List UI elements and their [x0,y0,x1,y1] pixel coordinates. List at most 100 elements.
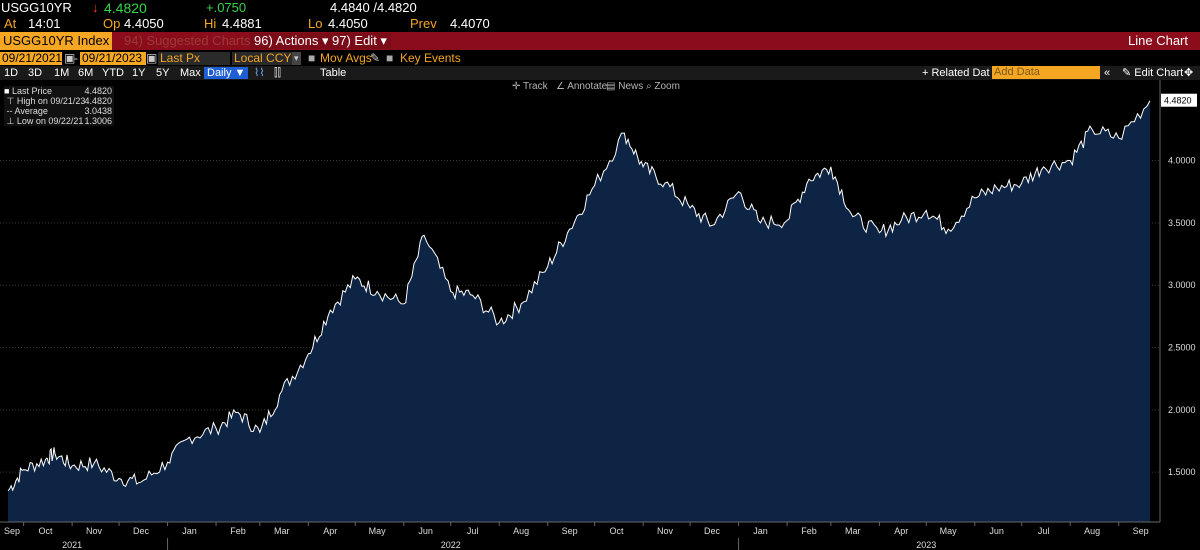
range-max[interactable]: Max [180,67,201,79]
calendar-start-icon[interactable]: ▣ [64,51,76,65]
range-1m[interactable]: 1M [54,67,70,79]
key-events-label[interactable]: Key Events [400,51,461,65]
x-tick-label: Oct [610,526,625,536]
y-tick-label: 3.0000 [1168,280,1196,290]
legend-average-value: 3.0438 [84,106,112,116]
annotate-tool[interactable]: ∠ Annotate [556,81,608,92]
x-tick-label: Apr [323,526,337,536]
at-label: At [4,16,17,31]
x-tick-label: May [940,526,958,536]
x-tick-label: Feb [801,526,817,536]
related-data-button[interactable]: + Related Dat [922,67,990,79]
net-change: +.0750 [206,0,247,15]
edit-label: 97) Edit [332,33,377,48]
x-tick-label: Aug [1084,526,1100,536]
mov-avgs-checkbox[interactable]: ■ [308,51,316,65]
prev-value: 4.4070 [450,16,490,31]
y-tick-label: 2.5000 [1168,343,1196,353]
table-button[interactable]: Table [320,67,347,79]
line-chart-icon[interactable]: ⌇⌇ [254,67,265,79]
x-tick-label: Sep [4,526,20,536]
x-tick-label: Nov [86,526,103,536]
x-tick-label: Dec [704,526,721,536]
calendar-end-icon[interactable]: ▣ [146,51,158,65]
field-select[interactable]: Last Px [158,52,230,65]
x-tick-label: Aug [513,526,529,536]
year-label: 2022 [441,540,461,550]
bid-ask: 4.4840 /4.4820 [330,0,417,15]
legend-low: ⊥ Low on 09/22/21 1.3006 [4,116,113,126]
chart-type-title: Line Chart [1128,33,1188,48]
x-tick-label: Jan [753,526,768,536]
settings-icon[interactable]: ✥ [1184,67,1194,79]
year-label: 2023 [916,540,936,550]
legend-average-label: Average [14,106,48,116]
zoom-label: Zoom [654,81,680,92]
bar-chart-icon[interactable]: ⫿⫿ [274,67,282,79]
open-label: Op [103,16,121,31]
price-line [7,100,1151,492]
legend-last-label: Last Price [11,86,52,96]
legend-last-value: 4.4820 [84,86,112,96]
period-select[interactable]: Daily ▼ [204,67,249,79]
start-date-field[interactable]: 09/21/2021 [0,51,63,65]
range-3d[interactable]: 3D [28,67,43,79]
high-label: Hi [204,16,217,31]
low-label: Lo [308,16,323,31]
suggested-charts-button[interactable]: 94) Suggested Charts [124,33,251,48]
pencil-icon[interactable]: ✎ [370,51,381,65]
actions-label: 96) Actions [254,33,319,48]
high-value: 4.4881 [222,16,262,31]
y-tick-label: 1.5000 [1168,467,1196,477]
range-6m[interactable]: 6M [78,67,94,79]
x-tick-label: Apr [894,526,908,536]
range-1d[interactable]: 1D [4,67,19,79]
open-value: 4.4050 [124,16,164,31]
quote-details: At 14:01 Op 4.4050 Hi 4.4881 Lo 4.4050 P… [0,16,1200,32]
plot-area [0,100,1160,522]
area-fill [8,100,1150,522]
last-price-label: 4.4820 [1164,96,1192,106]
track-tool[interactable]: ✛ Track [512,81,548,92]
chart-svg[interactable]: 1.5000 2.0000 2.5000 3.0000 3.5000 4.0000 4.48… [0,80,1200,550]
ticker: USGG10YR [1,0,72,15]
y-tick-label: 3.5000 [1168,218,1196,228]
chart-settings-bar: 09/21/2021 ▣ - 09/21/2023 ▣ Last Px Loca… [0,51,1200,66]
prev-label: Prev [410,16,437,31]
mov-avgs-label[interactable]: Mov Avgs [320,51,372,65]
legend-high-value: 4.4820 [84,96,112,106]
quote-header: USGG10YR ↓ 4.4820 +.0750 4.4840 /4.4820 [0,0,1200,16]
x-tick-label: Sep [1133,526,1149,536]
edit-button[interactable]: 97) Edit ▾ [328,33,391,49]
x-tick-label: Jul [467,526,479,536]
currency-dropdown-icon[interactable]: ▾ [292,52,301,65]
y-tick-label: 4.0000 [1168,156,1196,166]
x-tick-label: May [369,526,387,536]
last-price-box [1161,93,1197,107]
edit-chart-button[interactable]: ✎ Edit Chart [1122,67,1184,79]
news-tool[interactable]: ▤ News [606,81,644,92]
year-label: 2021 [62,540,82,550]
x-tick-label: Jun [418,526,433,536]
add-data-input[interactable]: Add Data [992,66,1100,79]
actions-button[interactable]: 96) Actions ▾ [250,33,333,49]
x-tick-label: Oct [39,526,54,536]
legend-high-label: High on 09/21/23 [16,96,86,106]
currency-select[interactable]: Local CCY [232,52,296,65]
zoom-tool[interactable]: ⌕ Zoom [646,81,680,92]
x-tick-label: Jul [1038,526,1050,536]
security-field[interactable]: USGG10YR Index [0,32,113,50]
x-tick-label: Mar [274,526,290,536]
period-label: Daily [207,67,232,79]
end-date-field[interactable]: 09/21/2023 [80,52,146,65]
collapse-icon[interactable]: « [1104,67,1111,79]
last-price: 4.4820 [104,0,147,16]
range-5y[interactable]: 5Y [156,67,170,79]
range-ytd[interactable]: YTD [102,67,124,79]
legend-low-value: 1.3006 [84,116,112,126]
x-tick-label: Jun [989,526,1004,536]
key-events-checkbox[interactable]: ■ [386,51,394,65]
x-tick-label: Sep [562,526,578,536]
range-1y[interactable]: 1Y [132,67,146,79]
date-separator: - [74,51,78,65]
